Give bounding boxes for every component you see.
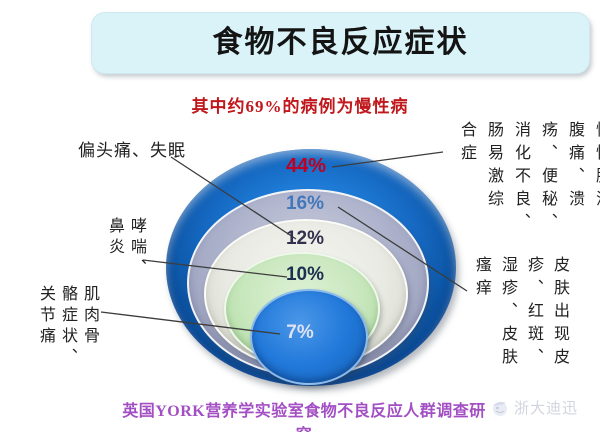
pct-12-label: 12% [285, 228, 325, 249]
label-column: 合症 [458, 121, 475, 167]
label-column: 哮喘、 [128, 217, 145, 280]
label-column: 肌肉骨 [81, 285, 98, 348]
label-asthma-rhinitis: 鼻炎 哮喘、 [103, 217, 147, 280]
label-column: 骼症状、 [59, 285, 76, 369]
label-column: 关节痛 [37, 285, 54, 348]
title-banner: 食物不良反应症状 [91, 12, 590, 74]
watermark-logo-icon [493, 401, 507, 416]
subtitle: 其中约69%的病例为慢性病 [191, 97, 409, 116]
pct-10-label: 10% [285, 264, 325, 285]
label-migraine-insomnia: 偏头痛、失眠 [78, 141, 186, 160]
label-column: 疡、便秘、 [539, 121, 556, 236]
label-column: 皮肤出现皮 [551, 256, 568, 371]
watermark: 浙大迪迅 [490, 397, 578, 418]
label-column: 肠易激综 [485, 121, 502, 213]
label-column: 慢性腹泻、 [593, 121, 600, 236]
label-column: 湿疹、皮肤 [499, 256, 516, 371]
watermark-text: 浙大迪迅 [514, 401, 579, 417]
label-column: 消化不良、 [512, 121, 529, 236]
label-skin-symptoms: 瘙痒 湿疹、皮肤 疹、红斑、 皮肤出现皮 [470, 256, 570, 371]
pct-16-label: 16% [285, 193, 325, 214]
pct-7-label: 7% [286, 322, 314, 343]
label-musculoskeletal: 关节痛 骼症状、 肌肉骨 [34, 285, 100, 369]
pct-44-label: 44% [285, 155, 327, 177]
label-column: 鼻炎 [106, 217, 123, 259]
source-caption: 英国YORK营养学实验室食物不良反应人群调查研究 [122, 403, 486, 432]
label-digestive-symptoms: 合症 肠易激综 消化不良、 疡、便秘、 腹痛、溃 慢性腹泻、 [455, 121, 600, 236]
label-column: 瘙痒 [473, 256, 490, 302]
ring-7-ellipse [250, 289, 368, 385]
page-title: 食物不良反应症状 [212, 26, 469, 59]
label-column: 疹、红斑、 [525, 256, 542, 371]
label-column: 腹痛、溃 [566, 121, 583, 213]
